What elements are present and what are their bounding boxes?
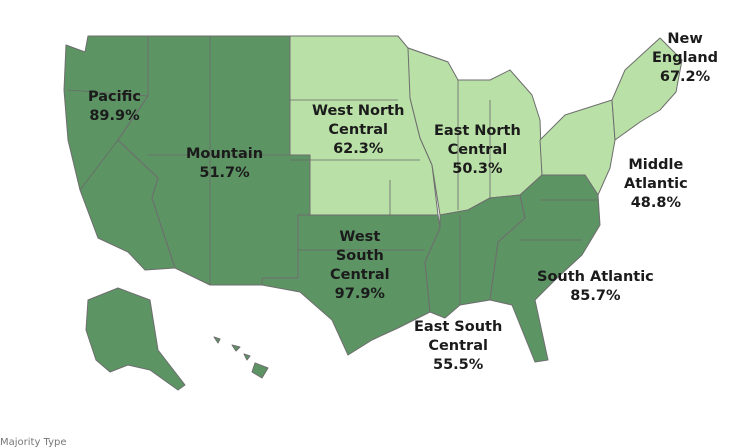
region-pacific-alaska[interactable] (85, 287, 186, 391)
label-west-north-central: West North Central 62.3% (312, 103, 405, 157)
label-east-south-central: East South Central 55.5% (414, 319, 503, 373)
label-south-atlantic: South Atlantic 85.7% (537, 269, 654, 304)
label-new-england: New England 67.2% (652, 31, 719, 85)
label-middle-atlantic: Middle Atlantic 48.8% (624, 157, 688, 211)
region-pacific-hawaii-islands[interactable] (213, 336, 251, 361)
region-south-atlantic[interactable] (489, 174, 601, 363)
region-pacific-hawaii[interactable] (251, 362, 269, 379)
region-new-england[interactable] (611, 37, 683, 141)
state-borders (67, 36, 598, 305)
label-mountain: Mountain 51.7% (186, 146, 264, 181)
label-pacific: Pacific 89.9% (88, 89, 141, 124)
legend-title: Majority Type (0, 437, 67, 448)
label-east-north-central: East North Central 50.3% (434, 123, 521, 177)
label-west-south-central: West South Central 97.9% (330, 229, 390, 302)
